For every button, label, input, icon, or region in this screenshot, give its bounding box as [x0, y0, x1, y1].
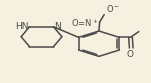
Text: HN: HN [15, 22, 29, 31]
Text: O=N$^+$: O=N$^+$ [71, 17, 99, 29]
Text: O$^-$: O$^-$ [106, 3, 120, 14]
Text: N: N [54, 22, 61, 31]
Text: O: O [127, 50, 134, 59]
